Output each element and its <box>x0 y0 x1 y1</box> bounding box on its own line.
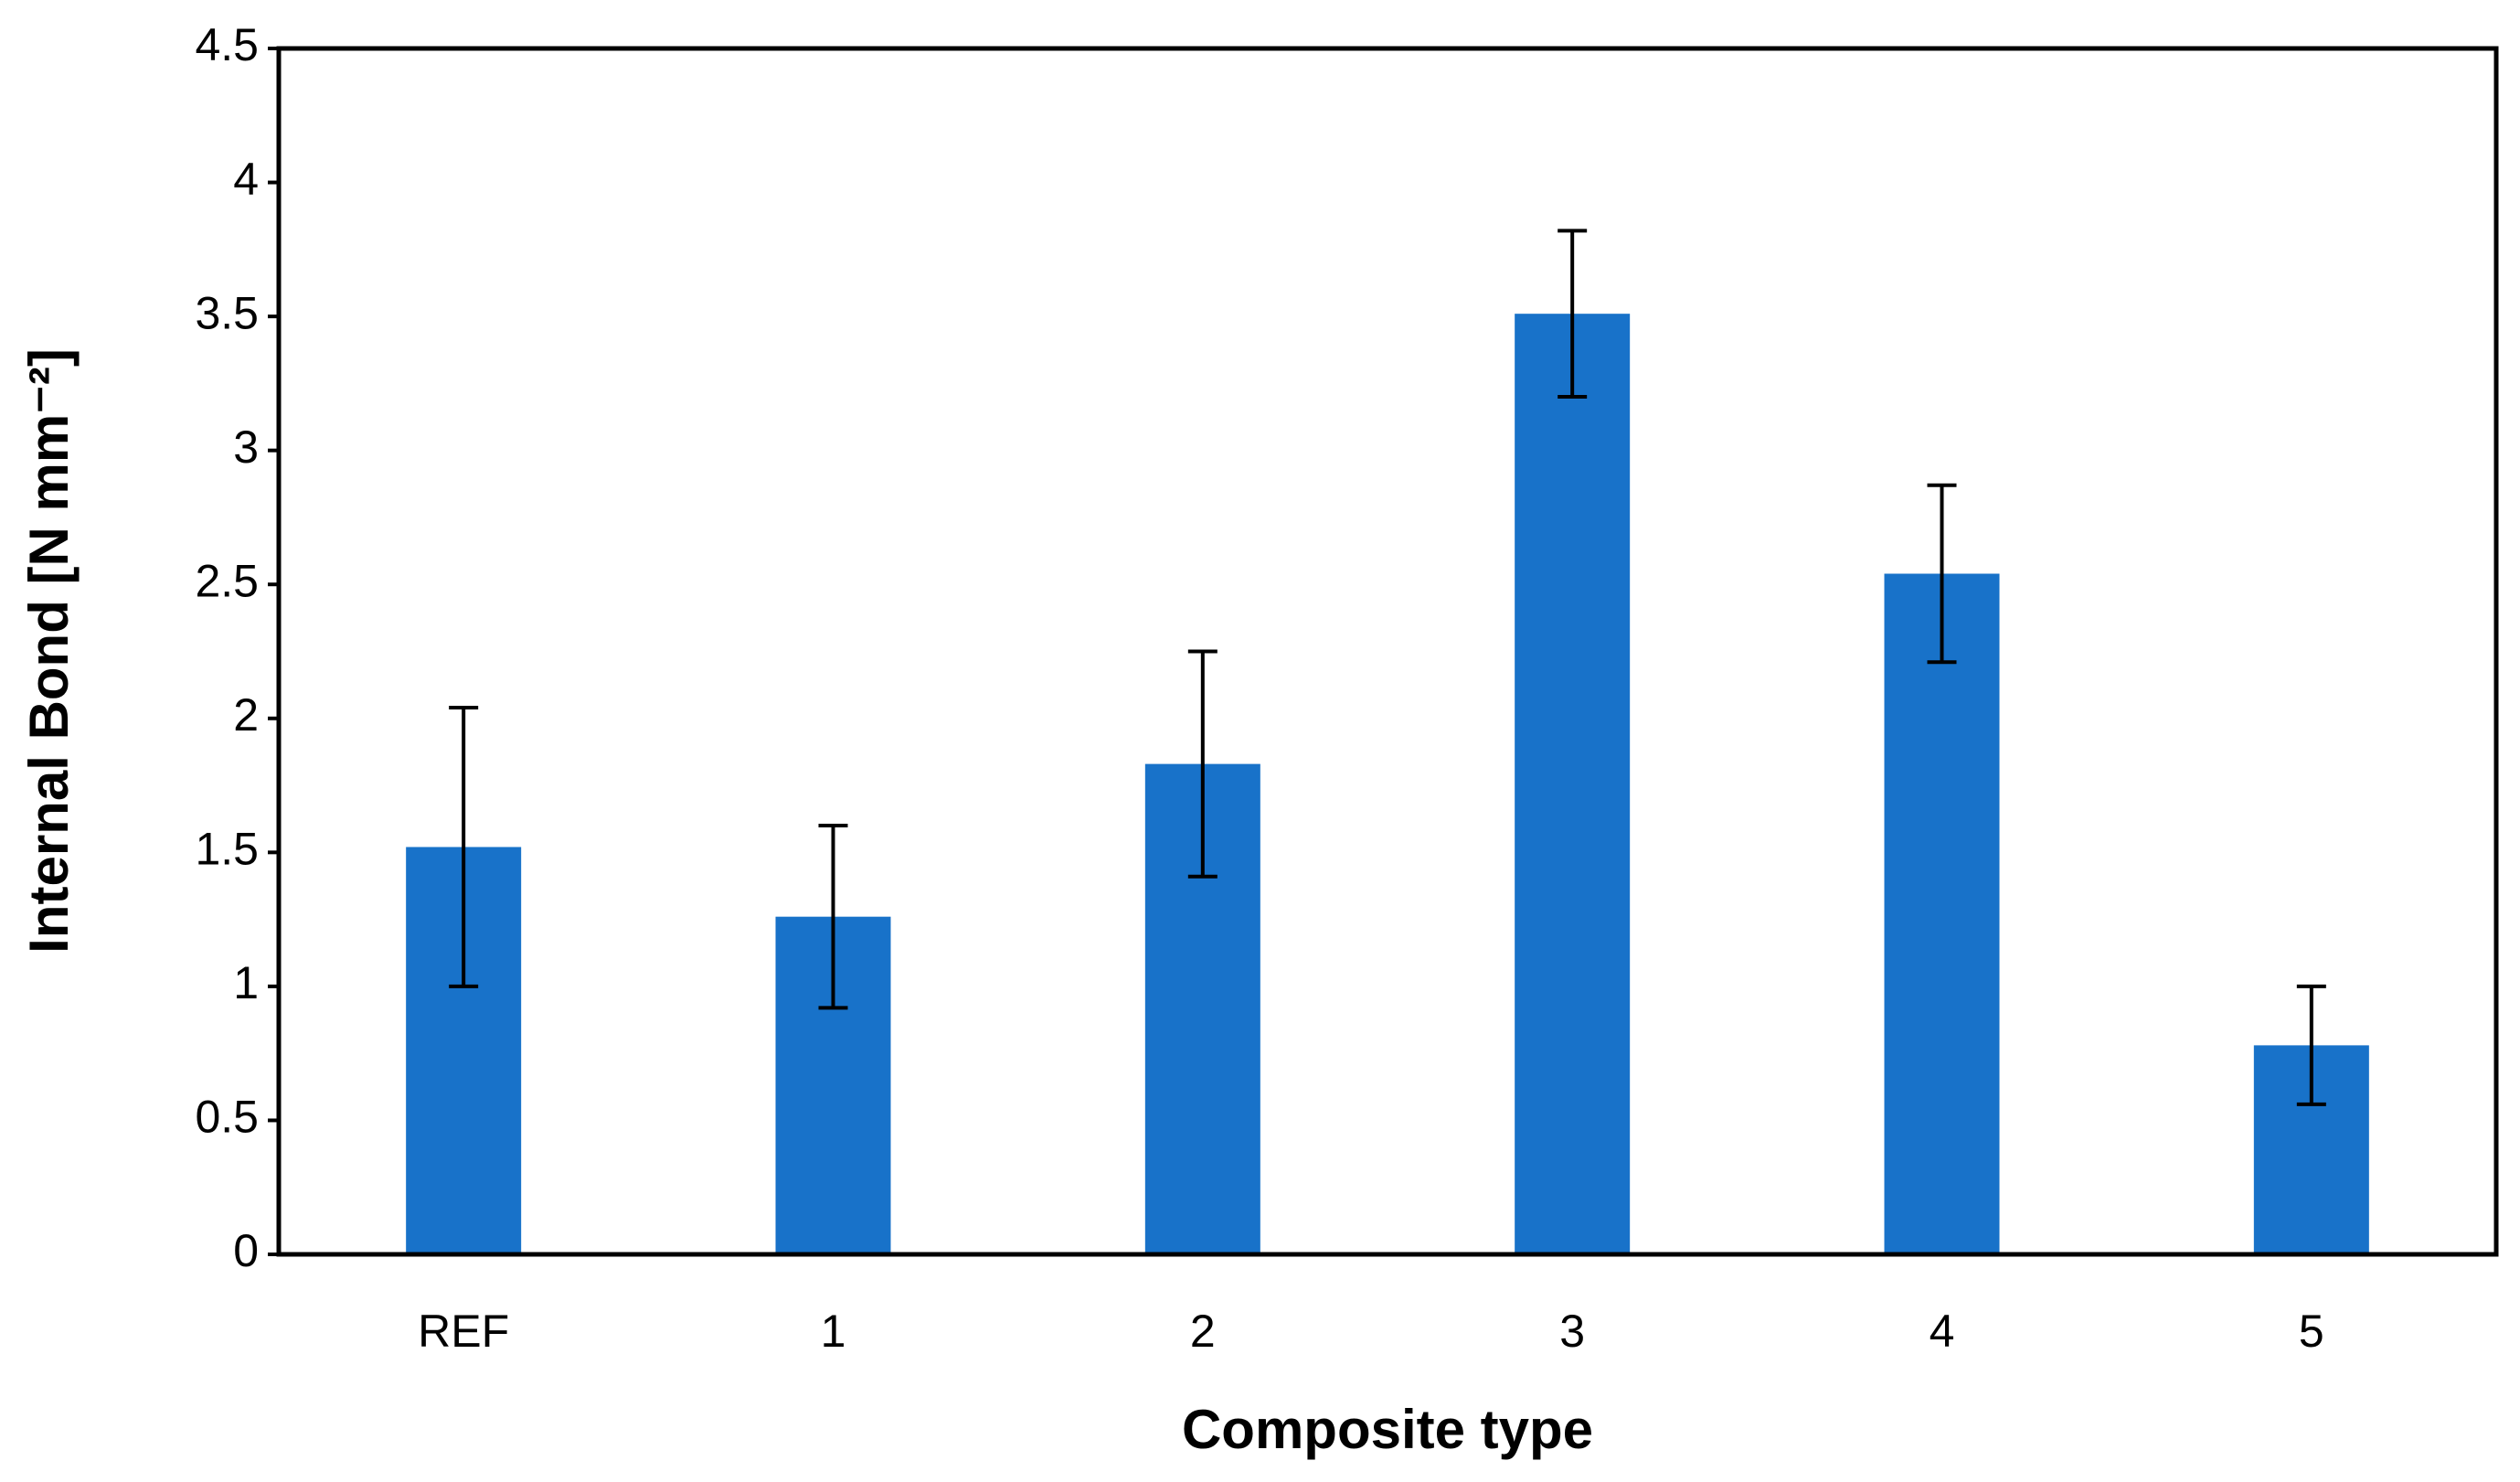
y-tick-label: 2 <box>233 689 259 741</box>
bar <box>1515 314 1631 1255</box>
y-tick-label: 0 <box>233 1225 259 1276</box>
x-axis-title: Composite type <box>1182 1399 1593 1460</box>
y-tick-label: 3.5 <box>195 287 259 338</box>
y-axis-title: Internal Bond [N mm⁻²] <box>18 348 80 954</box>
x-tick-label: 1 <box>821 1306 846 1357</box>
x-tick-label: 3 <box>1559 1306 1585 1357</box>
y-tick-label: 0.5 <box>195 1092 259 1143</box>
y-tick-label: 4.5 <box>195 19 259 70</box>
x-tick-label: 5 <box>2299 1306 2324 1357</box>
y-tick-label: 1.5 <box>195 824 259 875</box>
y-tick-label: 1 <box>233 957 259 1008</box>
y-tick-label: 4 <box>233 154 259 205</box>
y-tick-label: 3 <box>233 421 259 473</box>
x-tick-label: 2 <box>1190 1306 1216 1357</box>
x-tick-label: REF <box>418 1306 509 1357</box>
plot-frame <box>276 46 2499 1257</box>
bar <box>1884 573 2000 1254</box>
y-tick-label: 2.5 <box>195 555 259 606</box>
x-tick-label: 4 <box>1930 1306 1955 1357</box>
